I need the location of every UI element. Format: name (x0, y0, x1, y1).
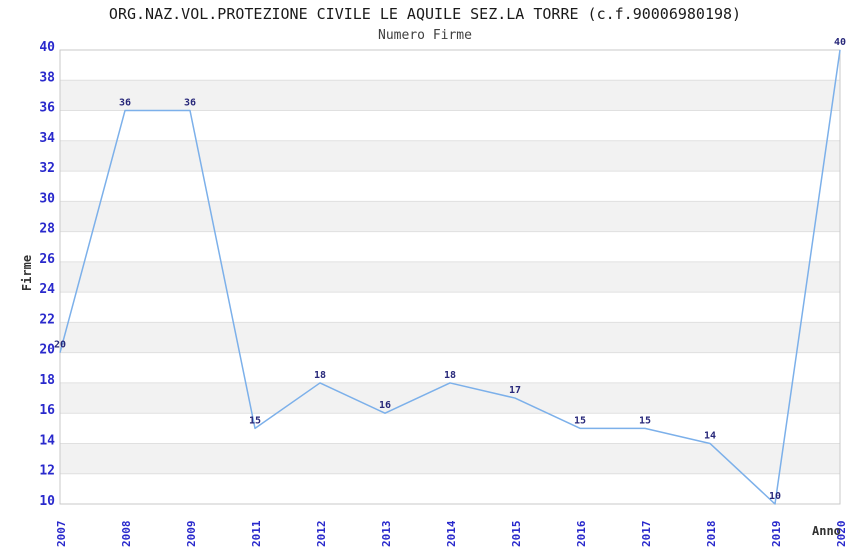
band-row (60, 261, 840, 293)
y-tick-label: 40 (39, 40, 55, 55)
band-row (60, 322, 840, 353)
x-axis-title: Anno (812, 524, 841, 538)
y-tick-label: 14 (39, 433, 55, 448)
data-point-label: 16 (379, 400, 391, 411)
x-tick-label: 2018 (705, 521, 718, 548)
y-tick-label: 24 (39, 282, 55, 297)
y-tick-label: 10 (39, 494, 55, 509)
y-tick-label: 36 (39, 101, 55, 116)
data-point-label: 15 (574, 415, 586, 426)
y-tick-label: 34 (39, 131, 55, 146)
x-tick-label: 2015 (510, 521, 523, 548)
x-tick-label: 2007 (55, 521, 68, 548)
x-tick-label: 2012 (315, 521, 328, 548)
y-tick-label: 26 (39, 252, 55, 267)
band-row (60, 110, 840, 141)
band-row (60, 201, 840, 232)
data-point-label: 15 (639, 415, 651, 426)
x-tick-label: 2020 (835, 521, 848, 548)
x-tick-label: 2011 (250, 520, 263, 547)
band-row (60, 171, 840, 202)
y-tick-label: 28 (39, 222, 55, 237)
data-point-label: 36 (119, 98, 131, 109)
data-point-label: 14 (704, 430, 716, 441)
chart-subtitle: Numero Firme (378, 28, 472, 43)
data-point-label: 17 (509, 385, 521, 396)
x-tick-label: 2019 (770, 521, 783, 548)
y-tick-label: 20 (39, 343, 55, 358)
data-point-label: 40 (834, 37, 846, 48)
band-row (60, 80, 840, 111)
band-row (60, 382, 840, 414)
y-tick-label: 22 (39, 312, 55, 327)
y-axis-title: Firme (20, 254, 34, 292)
data-point-label: 20 (54, 340, 66, 351)
band-row (60, 140, 840, 172)
data-point-label: 18 (444, 370, 456, 381)
y-tick-label: 30 (39, 191, 55, 206)
band-row (60, 413, 840, 444)
y-tick-label: 38 (39, 70, 55, 85)
data-point-label: 36 (184, 98, 196, 109)
chart-title: ORG.NAZ.VOL.PROTEZIONE CIVILE LE AQUILE … (108, 5, 742, 23)
y-tick-label: 16 (39, 403, 55, 418)
band-row (60, 292, 840, 323)
band-row (60, 352, 840, 383)
x-tick-label: 2013 (380, 521, 393, 548)
x-tick-label: 2009 (185, 521, 198, 548)
plot-border (59, 49, 841, 505)
y-tick-label: 32 (39, 161, 55, 176)
y-tick-label: 12 (39, 464, 55, 479)
x-tick-label: 2014 (445, 520, 458, 547)
x-tick-label: 2017 (640, 521, 653, 548)
x-tick-label: 2008 (120, 521, 133, 548)
band-row (60, 50, 840, 81)
band-row (60, 473, 840, 504)
data-line (59, 49, 841, 505)
x-tick-label: 2016 (575, 520, 588, 547)
band-row (60, 443, 840, 474)
data-point-label: 10 (769, 491, 781, 502)
y-tick-label: 18 (39, 373, 55, 388)
data-point-label: 18 (314, 370, 326, 381)
data-point-label: 15 (249, 415, 261, 426)
band-row (60, 231, 840, 262)
